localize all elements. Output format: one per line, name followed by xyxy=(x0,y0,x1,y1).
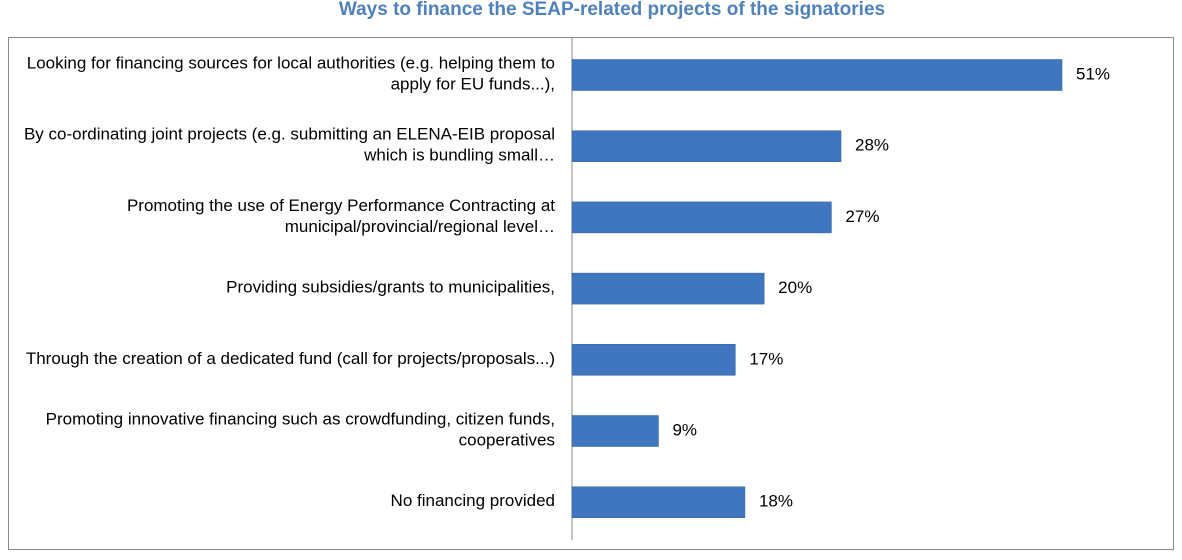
chart-title: Ways to finance the SEAP-related project… xyxy=(339,0,885,20)
value-label: 51% xyxy=(1076,64,1110,83)
bar xyxy=(571,415,659,447)
bar xyxy=(571,130,842,162)
value-label: 28% xyxy=(855,136,889,155)
bar xyxy=(571,272,765,305)
bar xyxy=(571,201,832,234)
category-label: Providing subsidies/grants to municipali… xyxy=(226,278,555,297)
category-label: Promoting innovative financing such as c… xyxy=(46,410,555,450)
value-label: 17% xyxy=(749,349,783,368)
category-label: Looking for financing sources for local … xyxy=(27,54,555,94)
value-label: 9% xyxy=(672,420,697,439)
value-label: 18% xyxy=(759,492,793,511)
value-label: 27% xyxy=(845,207,879,226)
category-label: Promoting the use of Energy Performance … xyxy=(127,196,555,236)
category-label: Through the creation of a dedicated fund… xyxy=(26,349,555,368)
category-label: By co-ordinating joint projects (e.g. su… xyxy=(24,125,555,165)
category-label: No financing provided xyxy=(391,492,555,511)
bar xyxy=(571,59,1063,91)
bar xyxy=(571,486,746,518)
bar xyxy=(571,344,736,376)
value-label: 20% xyxy=(778,278,812,297)
